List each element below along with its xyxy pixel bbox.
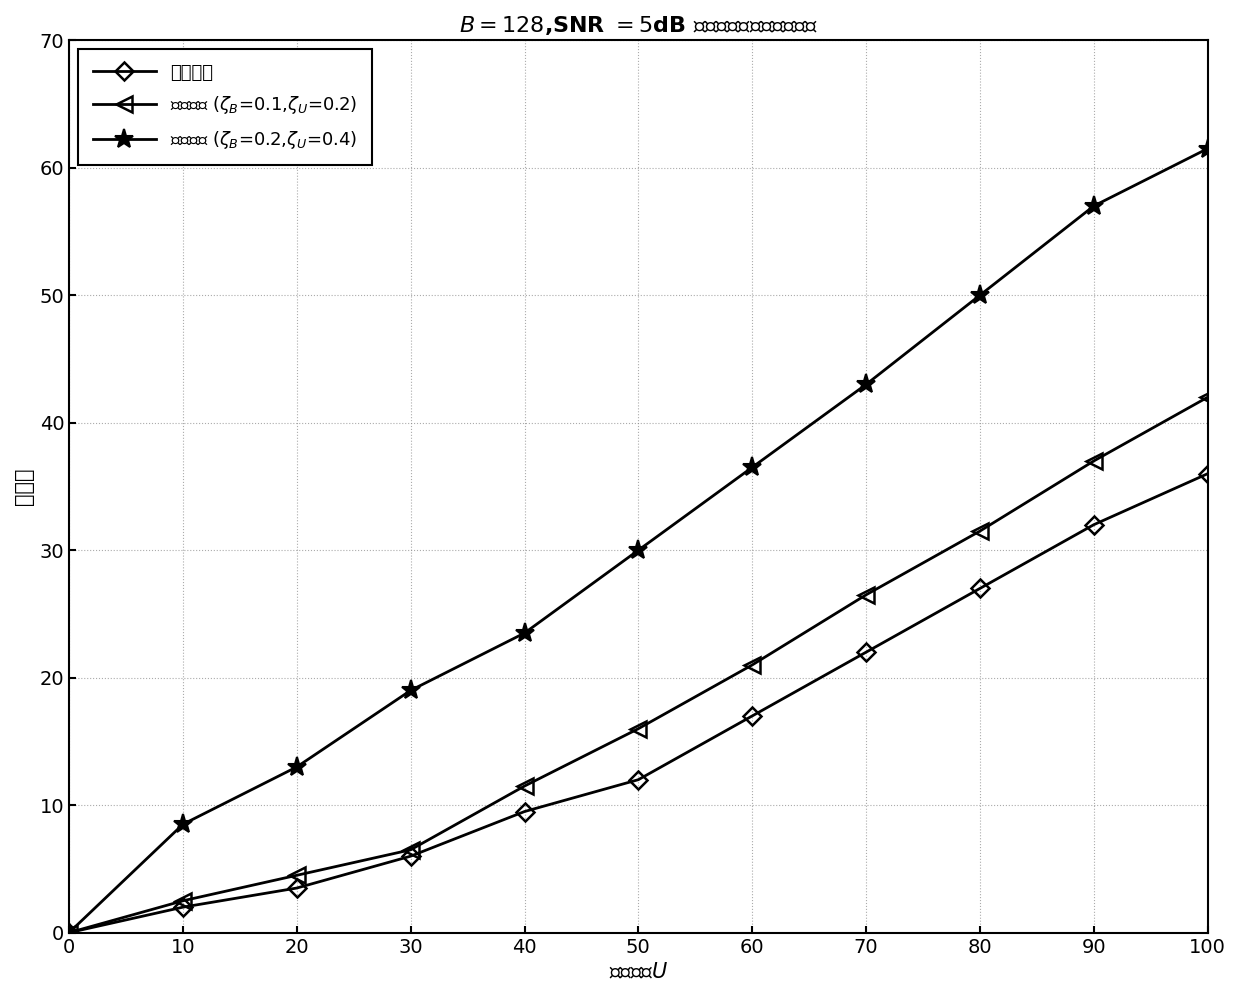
相关信道 ($\zeta_B$=0.1,$\zeta_U$=0.2) bbox=[517, 780, 532, 792]
相关信道 ($\zeta_B$=0.1,$\zeta_U$=0.2) bbox=[1086, 455, 1101, 467]
相关信道 ($\zeta_B$=0.2,$\zeta_U$=0.4) bbox=[62, 926, 77, 938]
相关信道 ($\zeta_B$=0.1,$\zeta_U$=0.2) bbox=[176, 894, 191, 906]
相关信道 ($\zeta_B$=0.1,$\zeta_U$=0.2) bbox=[403, 844, 418, 856]
相关信道 ($\zeta_B$=0.1,$\zeta_U$=0.2) bbox=[745, 659, 760, 671]
理想信道 bbox=[1086, 519, 1101, 531]
相关信道 ($\zeta_B$=0.1,$\zeta_U$=0.2) bbox=[62, 926, 77, 938]
理想信道 bbox=[289, 882, 304, 894]
理想信道 bbox=[858, 646, 873, 658]
相关信道 ($\zeta_B$=0.2,$\zeta_U$=0.4) bbox=[403, 684, 418, 696]
相关信道 ($\zeta_B$=0.1,$\zeta_U$=0.2) bbox=[631, 723, 646, 735]
相关信道 ($\zeta_B$=0.2,$\zeta_U$=0.4) bbox=[631, 544, 646, 556]
Line: 相关信道 ($\zeta_B$=0.2,$\zeta_U$=0.4): 相关信道 ($\zeta_B$=0.2,$\zeta_U$=0.4) bbox=[60, 138, 1218, 942]
理想信道 bbox=[517, 806, 532, 818]
相关信道 ($\zeta_B$=0.2,$\zeta_U$=0.4) bbox=[972, 289, 987, 301]
相关信道 ($\zeta_B$=0.2,$\zeta_U$=0.4) bbox=[1086, 200, 1101, 212]
相关信道 ($\zeta_B$=0.2,$\zeta_U$=0.4) bbox=[1200, 142, 1215, 154]
理想信道 bbox=[1200, 468, 1215, 480]
相关信道 ($\zeta_B$=0.2,$\zeta_U$=0.4) bbox=[745, 461, 760, 473]
X-axis label: 用户数，$U$: 用户数，$U$ bbox=[609, 962, 668, 982]
相关信道 ($\zeta_B$=0.2,$\zeta_U$=0.4) bbox=[176, 819, 191, 831]
相关信道 ($\zeta_B$=0.2,$\zeta_U$=0.4) bbox=[858, 378, 873, 390]
理想信道 bbox=[745, 710, 760, 722]
理想信道 bbox=[631, 774, 646, 786]
Legend: 理想信道, 相关信道 ($\zeta_B$=0.1,$\zeta_U$=0.2), 相关信道 ($\zeta_B$=0.2,$\zeta_U$=0.4): 理想信道, 相关信道 ($\zeta_B$=0.1,$\zeta_U$=0.2)… bbox=[78, 49, 372, 165]
相关信道 ($\zeta_B$=0.1,$\zeta_U$=0.2) bbox=[972, 525, 987, 537]
理想信道 bbox=[403, 851, 418, 863]
相关信道 ($\zeta_B$=0.1,$\zeta_U$=0.2) bbox=[1200, 391, 1215, 403]
相关信道 ($\zeta_B$=0.1,$\zeta_U$=0.2) bbox=[858, 589, 873, 601]
理想信道 bbox=[62, 926, 77, 938]
Line: 理想信道: 理想信道 bbox=[63, 467, 1214, 939]
相关信道 ($\zeta_B$=0.2,$\zeta_U$=0.4) bbox=[517, 627, 532, 639]
理想信道 bbox=[176, 901, 191, 913]
Line: 相关信道 ($\zeta_B$=0.1,$\zeta_U$=0.2): 相关信道 ($\zeta_B$=0.1,$\zeta_U$=0.2) bbox=[62, 389, 1215, 940]
Y-axis label: 条件数: 条件数 bbox=[14, 468, 33, 505]
理想信道 bbox=[972, 583, 987, 595]
相关信道 ($\zeta_B$=0.1,$\zeta_U$=0.2) bbox=[289, 870, 304, 881]
Title: $B = 128$,SNR $= 5$dB 时检测矩阵的条件数变化: $B = 128$,SNR $= 5$dB 时检测矩阵的条件数变化 bbox=[459, 14, 818, 37]
相关信道 ($\zeta_B$=0.2,$\zeta_U$=0.4) bbox=[289, 761, 304, 773]
